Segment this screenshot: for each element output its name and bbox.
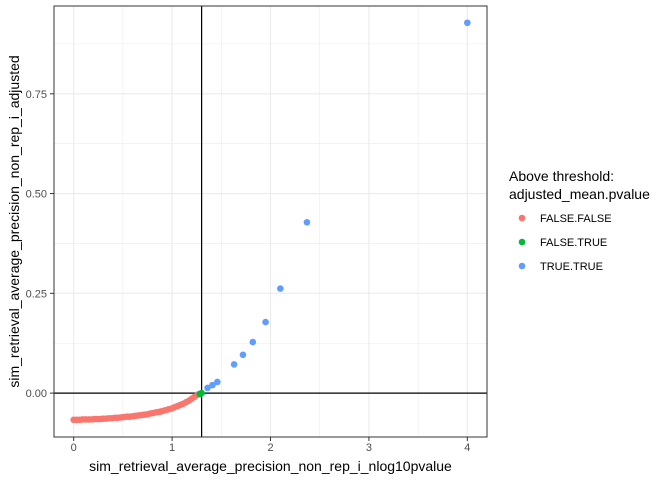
data-point-true-true <box>239 351 247 359</box>
legend-key-false-true <box>518 238 526 246</box>
reference-lines <box>54 6 487 437</box>
legend-title-line-1: Above threshold: <box>509 168 614 184</box>
legend-key-false-false <box>518 214 526 222</box>
x-tick-label: 3 <box>366 442 372 454</box>
data-point-true-true <box>262 318 269 326</box>
legend-key-true-true <box>518 262 526 270</box>
x-tick-label: 2 <box>267 442 273 454</box>
data-point-true-true <box>204 384 211 392</box>
legend-title-line-2: adjusted_mean.pvalue <box>509 186 650 202</box>
y-axis-title: sim_retrieval_average_precision_non_rep_… <box>6 55 22 387</box>
data-point-true-true <box>303 218 311 226</box>
y-axis-ticks: 0.00 0.25 0.50 0.75 <box>26 89 54 400</box>
y-tick-label: 0.50 <box>26 189 47 201</box>
y-tick-label: 0.25 <box>26 288 47 300</box>
data-point-true-true <box>277 285 284 292</box>
data-points <box>70 19 471 424</box>
data-point-true-true <box>209 381 216 389</box>
x-tick-label: 4 <box>464 442 470 454</box>
y-tick-label: 0.75 <box>26 89 47 101</box>
x-axis-title: sim_retrieval_average_precision_non_rep_… <box>89 458 452 474</box>
legend-label-true-true: TRUE.TRUE <box>540 261 603 273</box>
data-point-true-true <box>230 361 238 368</box>
legend-label-false-true: FALSE.TRUE <box>540 237 607 249</box>
x-tick-label: 1 <box>169 442 175 454</box>
legend: Above threshold: adjusted_mean.pvalue FA… <box>509 168 650 273</box>
data-point-true-true <box>214 378 221 386</box>
data-point-false-true <box>198 389 205 397</box>
data-point-true-true <box>249 338 257 346</box>
legend-label-false-false: FALSE.FALSE <box>540 213 612 225</box>
x-axis-ticks: 0 1 2 3 4 <box>71 437 470 454</box>
y-tick-label: 0.00 <box>26 388 47 400</box>
data-point-true-true <box>464 19 471 27</box>
legend-items: FALSE.FALSE FALSE.TRUE TRUE.TRUE <box>518 213 612 273</box>
x-tick-label: 0 <box>71 442 77 454</box>
